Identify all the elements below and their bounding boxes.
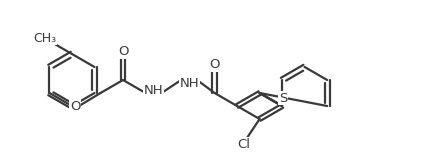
Text: NH: NH: [179, 77, 199, 89]
Text: O: O: [118, 45, 128, 58]
Text: O: O: [70, 99, 80, 113]
Text: NH: NH: [144, 83, 163, 97]
Text: Cl: Cl: [237, 138, 250, 151]
Text: S: S: [279, 91, 288, 105]
Text: CH₃: CH₃: [33, 32, 56, 45]
Text: O: O: [209, 58, 220, 71]
